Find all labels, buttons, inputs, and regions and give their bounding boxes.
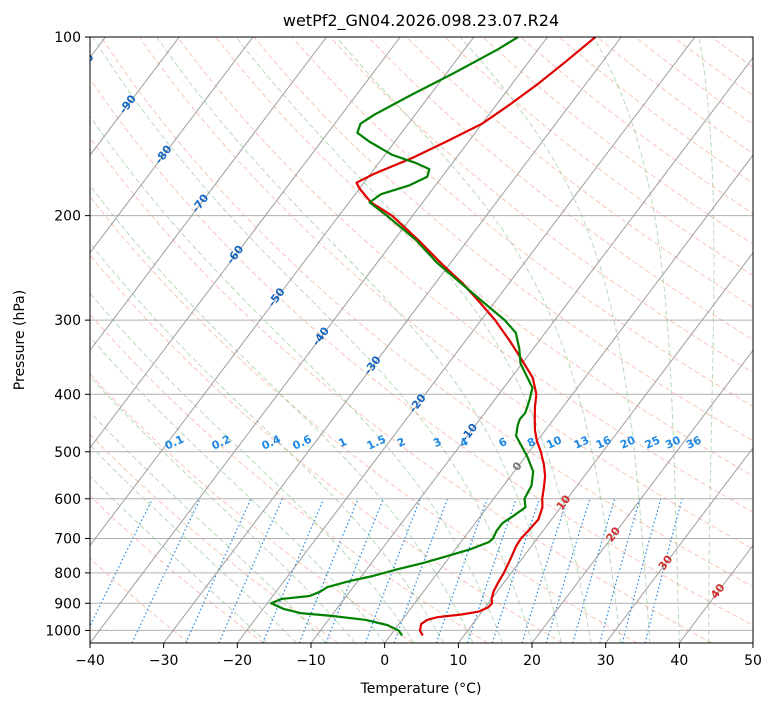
x-axis-label: Temperature (°C) <box>360 681 482 697</box>
y-tick-label: 700 <box>54 532 81 548</box>
chart-title: wetPf2_GN04.2026.098.23.07.R24 <box>283 11 559 31</box>
x-tick-label: 30 <box>597 653 615 669</box>
y-tick-label: 1000 <box>45 623 81 639</box>
y-tick-label: 100 <box>54 30 81 46</box>
y-tick-label: 400 <box>54 387 81 403</box>
x-tick-label: −40 <box>75 653 105 669</box>
x-tick-label: −20 <box>223 653 253 669</box>
x-tick-label: 0 <box>380 653 389 669</box>
x-tick-label: 40 <box>670 653 688 669</box>
y-tick-label: 200 <box>54 209 81 225</box>
y-tick-label: 300 <box>54 313 81 329</box>
y-tick-label: 600 <box>54 492 81 508</box>
x-tick-label: 20 <box>523 653 541 669</box>
y-tick-label: 800 <box>54 566 81 582</box>
x-tick-label: −10 <box>296 653 326 669</box>
y-tick-label: 900 <box>54 596 81 612</box>
y-tick-label: 500 <box>54 445 81 461</box>
x-tick-label: 10 <box>449 653 467 669</box>
y-axis-label: Pressure (hPa) <box>12 290 28 390</box>
x-tick-label: 50 <box>744 653 762 669</box>
x-tick-label: −30 <box>149 653 179 669</box>
